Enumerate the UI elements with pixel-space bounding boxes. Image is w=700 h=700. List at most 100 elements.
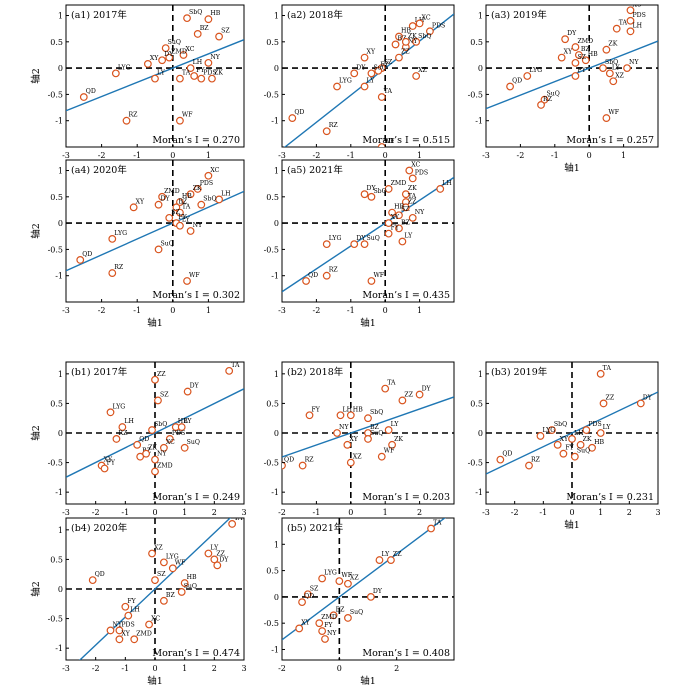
moran-label: Moran’s I = 0.408 [362, 648, 450, 659]
point-label: SZ [577, 54, 586, 61]
y-tick-label: -0.5 [468, 459, 483, 468]
x-axis-label: 轴1 [564, 519, 580, 531]
data-point [318, 574, 327, 583]
point-label: XY [301, 619, 310, 626]
x-tick-label: 1 [182, 664, 187, 673]
point-label: TA [619, 20, 628, 27]
data-point [79, 93, 88, 101]
point-label: SuQ [373, 64, 386, 71]
point-label: HB [182, 193, 192, 200]
data-point [581, 56, 590, 65]
plot-frame [281, 517, 455, 661]
regression-line [66, 388, 244, 478]
data-point [151, 455, 159, 464]
point-label: LY [381, 551, 390, 558]
point-label: HB [588, 51, 598, 58]
data-point [377, 93, 386, 101]
point-label: LH [632, 22, 642, 29]
y-tick-label: 0.5 [50, 193, 63, 202]
data-point [377, 452, 386, 461]
point-label: LY [404, 233, 413, 240]
x-tick-label: -1 [133, 306, 141, 315]
y-tick-label: -1 [55, 488, 63, 497]
point-label: BZ [581, 46, 591, 53]
data-point [225, 366, 234, 375]
point-label: XC [185, 46, 194, 53]
data-point [582, 426, 591, 434]
data-point [180, 443, 189, 452]
data-point [177, 588, 186, 596]
panel-title: (a1) 2017年 [71, 9, 127, 21]
data-point [118, 423, 127, 431]
point-label: ZMD [157, 462, 173, 469]
point-label: HB [394, 204, 404, 211]
point-label: NY [193, 222, 203, 229]
data-point [108, 269, 117, 277]
y-axis-label: 轴2 [30, 581, 42, 597]
data-point [151, 74, 159, 83]
point-label: NY [113, 621, 123, 628]
data-point [106, 408, 115, 417]
point-label: SuQ [350, 609, 363, 616]
panel-title: (b2) 2018年 [287, 366, 344, 378]
data-point [636, 399, 645, 408]
point-label: WF [175, 559, 186, 566]
y-tick-label: 0.5 [50, 555, 63, 564]
data-point [159, 443, 168, 452]
x-tick-label: -3 [278, 306, 286, 315]
point-label: LYG [166, 553, 179, 560]
point-label: BZ [178, 198, 188, 205]
data-point [574, 51, 583, 59]
point-label: ZK [193, 185, 202, 192]
x-tick-label: -2 [517, 151, 525, 160]
y-tick-label: 0 [274, 64, 279, 73]
point-label: BZ [370, 424, 380, 431]
chart-panel-7: TA DY ZZ FY LH HB SbQ LY BZ NY SuQ ZK XY WF XZ QD RZ -2 -1… [264, 361, 455, 517]
x-tick-label: 1 [598, 508, 603, 517]
data-point [346, 458, 355, 467]
point-label: XC [210, 167, 219, 174]
data-point [367, 69, 376, 78]
data-point [190, 72, 199, 80]
y-tick-label: 1 [58, 12, 63, 21]
data-point [344, 579, 352, 588]
data-point [154, 245, 163, 254]
data-point [115, 626, 124, 635]
point-label: SZ [221, 28, 230, 35]
x-tick-label: 2 [627, 508, 632, 517]
x-tick-label: 0 [569, 508, 574, 517]
point-label: SuQ [370, 430, 383, 437]
y-tick-label: -1 [55, 644, 63, 653]
x-tick-label: -3 [482, 508, 490, 517]
regression-line [66, 190, 244, 272]
data-point [384, 185, 393, 193]
x-axis-label: 轴1 [147, 675, 163, 687]
x-tick-label: -2 [511, 508, 519, 517]
panel-title: (a3) 2019年 [491, 9, 547, 21]
y-tick-label: 0 [58, 64, 63, 73]
point-label: DY [161, 196, 171, 203]
data-point [315, 619, 324, 628]
point-label: FY [391, 225, 400, 232]
point-label: NY [339, 424, 349, 431]
data-point [525, 461, 533, 470]
point-label: RZ [118, 430, 128, 437]
x-tick-label: 0 [170, 151, 175, 160]
y-tick-label: -0.5 [468, 90, 483, 99]
data-point [360, 190, 369, 199]
point-label: QD [284, 457, 294, 464]
y-tick-label: -0.5 [48, 90, 63, 99]
regression-line [282, 396, 454, 458]
data-point [436, 185, 445, 193]
point-label: FY [312, 406, 321, 413]
data-point [571, 58, 580, 67]
point-label: LY [157, 70, 166, 77]
data-point [183, 387, 192, 396]
point-label: LH [442, 180, 452, 187]
point-label: TA [182, 204, 191, 211]
data-point [388, 440, 396, 449]
data-point [183, 14, 191, 23]
data-point [143, 60, 152, 68]
y-tick-label: 0.5 [266, 193, 279, 202]
